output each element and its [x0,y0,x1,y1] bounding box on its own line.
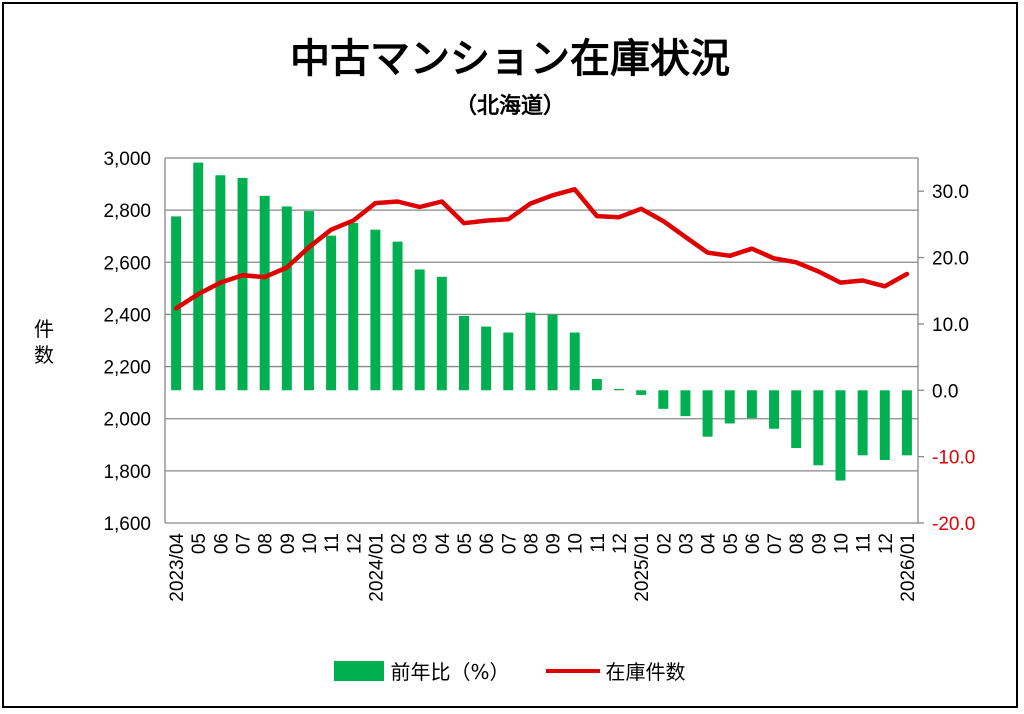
y-left-tick-label: 2,200 [103,358,151,379]
x-tick-label: 09 [809,533,830,554]
x-tick-label: 12 [876,533,897,554]
y-left-tick-label: 2,600 [103,253,151,274]
bar-yoy [636,390,647,395]
x-tick-label: 11 [322,533,343,553]
bar-yoy [392,241,403,391]
legend: 前年比（%） 在庫件数 [0,656,1020,685]
chart-title: 中古マンション在庫状況 [290,36,730,82]
x-tick-label: 08 [521,533,542,554]
bar-yoy [857,390,868,456]
bar-yoy [813,390,824,466]
y-right-tick-label: 30.0 [932,182,969,203]
y-right-tick-label: 10.0 [932,315,969,336]
bar-yoy [769,390,780,429]
x-tick-label: 06 [211,533,232,554]
x-tick-label: 05 [721,533,742,554]
bar-yoy [525,312,536,391]
legend-item-stock: 在庫件数 [545,656,686,685]
x-tick-label: 07 [234,533,255,554]
y-left-tick-label: 3,000 [103,149,151,170]
y-left-tick-label: 2,000 [103,410,151,431]
bar-yoy [791,390,802,449]
x-tick-label: 02 [654,533,675,554]
x-tick-label: 10 [832,533,853,554]
x-tick-label: 05 [455,533,476,554]
bar-yoy [436,276,447,391]
x-tick-label: 03 [677,533,698,554]
x-tick-label: 07 [499,533,520,554]
x-tick-label: 04 [433,533,454,555]
legend-bar-swatch [334,660,385,681]
legend-label-yoy: 前年比（%） [390,660,510,684]
bar-yoy [547,314,558,391]
y-left-tick-label: 2,800 [103,201,151,222]
x-tick-label: 2024/01 [366,533,387,602]
x-tick-label: 02 [389,533,410,554]
bar-yoy [591,378,602,391]
bar-yoy [481,326,492,391]
bar-yoy [326,235,337,391]
chart-subtitle: （北海道） [454,94,565,119]
x-tick-label: 2026/01 [898,533,919,602]
x-tick-label: 12 [344,533,365,554]
bar-yoy [370,229,381,391]
x-tick-label: 05 [189,533,210,554]
x-tick-label: 04 [699,533,720,555]
line-stock [173,187,910,311]
y-right-tick-label: 0.0 [932,381,958,402]
bar-yoy [724,390,735,424]
bar-yoy [348,223,359,391]
x-tick-label: 09 [278,533,299,554]
y-left-tick-label: 1,800 [103,462,151,483]
legend-label-stock: 在庫件数 [605,660,686,684]
y-right-tick-label: 20.0 [932,249,969,270]
y-right-tick-label: -20.0 [932,514,975,535]
bar-yoy [569,332,580,391]
bar-yoy [901,390,912,456]
bar-yoy [879,390,890,460]
x-tick-label: 10 [566,533,587,554]
x-tick-label: 08 [256,533,277,554]
x-tick-label: 10 [300,533,321,554]
bar-yoy [237,177,248,391]
bar-yoy [702,390,713,437]
y-right-tick-label: -10.0 [932,448,975,469]
bar-yoy [746,390,757,419]
x-tick-label: 2025/01 [632,533,653,602]
bar-yoy [658,390,669,409]
y-left-tick-label: 2,400 [103,305,151,326]
x-tick-label: 06 [477,533,498,554]
x-tick-label: 08 [787,533,808,554]
bar-yoy [680,390,691,417]
x-tick-label: 2023/04 [167,533,188,602]
bar-yoy [259,195,270,391]
bar-yoy [303,211,314,391]
bar-yoy [193,162,204,391]
bar-yoy [281,206,292,391]
x-tick-label: 09 [544,533,565,554]
bar-yoy [171,216,182,391]
bar-yoy [614,388,624,391]
x-tick-label: 12 [610,533,631,554]
legend-line-swatch [545,668,600,673]
bar-yoy [459,315,469,391]
legend-item-yoy: 前年比（%） [334,656,510,685]
x-tick-label: 03 [411,533,432,554]
bar-yoy [835,390,846,481]
x-tick-label: 11 [588,533,609,553]
chart-plot: 1,600 1,800 2,000 2,200 2,400 2,600 2,800 3,000… [103,149,975,602]
x-tick-label: 11 [854,533,875,553]
y-left-tick-label: 1,600 [103,514,151,535]
y-axis-label: 件数 [34,317,54,367]
bar-yoy [414,269,425,391]
x-tick-label: 07 [765,533,786,554]
bar-yoy [503,332,514,391]
x-tick-label: 06 [743,533,764,554]
